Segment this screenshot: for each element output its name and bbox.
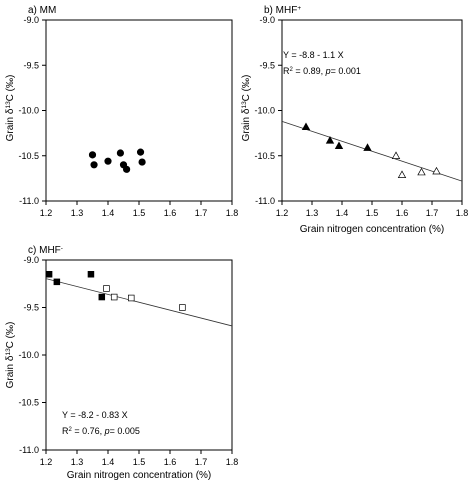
x-tick-label: 1.6	[164, 208, 177, 218]
x-tick-label: 1.6	[396, 208, 409, 218]
regression-line	[45, 278, 233, 327]
data-point	[397, 170, 407, 178]
x-tick-label: 1.3	[306, 208, 319, 218]
annotation: R2 = 0.89, p= 0.001	[283, 66, 361, 76]
data-point	[103, 285, 110, 292]
y-tick-label: -10.0	[18, 350, 39, 360]
y-tick-label: -9.0	[23, 15, 39, 25]
x-tick-label: 1.2	[40, 208, 53, 218]
x-tick-label: 1.8	[456, 208, 469, 218]
annotation: Y = -8.8 - 1.1 X	[283, 50, 344, 60]
x-tick-label: 1.2	[276, 208, 289, 218]
x-tick-label: 1.7	[195, 208, 208, 218]
x-axis-label: Grain nitrogen concentration (%)	[300, 224, 445, 235]
data-point	[138, 158, 146, 166]
panel-a: 1.2 1.3 1.4 1.5 1.6 1.7 1.8 -9.0 -9.5 -10.0 -10.5 -…	[5, 5, 239, 218]
y-tick-label: -9.5	[23, 303, 39, 313]
x-tick-label: 1.5	[366, 208, 379, 218]
plot-frame	[45, 19, 233, 202]
x-tick-label: 1.2	[40, 457, 53, 467]
data-point	[301, 122, 311, 131]
data-point	[98, 293, 106, 301]
data-point	[53, 278, 61, 286]
panel-label: c) MHF-	[28, 245, 63, 257]
data-point	[123, 165, 131, 173]
y-tick-label: -10.5	[18, 398, 39, 408]
data-point	[116, 149, 125, 157]
x-tick-label: 1.8	[226, 457, 239, 467]
data-point	[45, 271, 53, 278]
data-point	[363, 143, 372, 151]
x-tick-label: 1.3	[71, 208, 84, 218]
x-tick-label: 1.6	[164, 457, 177, 467]
data-point	[391, 151, 401, 159]
y-tick-label: -10.5	[18, 151, 39, 161]
panel-label: a) MM	[28, 5, 56, 16]
x-tick-label: 1.3	[71, 457, 84, 467]
data-point	[104, 157, 112, 165]
data-point	[88, 151, 97, 159]
annotation: Y = -8.2 - 0.83 X	[62, 410, 128, 420]
x-tick-label: 1.5	[133, 208, 146, 218]
panel-c: 1.2 1.3 1.4 1.5 1.6 1.7 1.8 -9.0 -9.5 -10.0 -10.5 -…	[5, 245, 239, 482]
data-point	[90, 161, 98, 169]
x-tick-label: 1.4	[102, 457, 115, 467]
panel-label: b) MHF+	[264, 5, 301, 17]
data-point	[334, 141, 344, 150]
y-tick-label: -11.0	[255, 196, 275, 206]
y-tick-label: -9.0	[23, 255, 39, 265]
y-axis-label: Grain δ13C (‰)	[5, 75, 17, 142]
data-point	[432, 166, 441, 175]
annotation: R2 = 0.76, p= 0.005	[62, 426, 140, 436]
data-point	[179, 304, 186, 311]
y-tick-label: -9.5	[23, 60, 39, 70]
regression-line	[281, 120, 463, 182]
x-tick-label: 1.5	[133, 457, 146, 467]
y-tick-label: -11.0	[19, 445, 39, 455]
x-tick-label: 1.7	[195, 457, 208, 467]
y-tick-label: -10.5	[254, 151, 275, 161]
x-axis-label: Grain nitrogen concentration (%)	[67, 470, 212, 481]
x-tick-label: 1.7	[426, 208, 439, 218]
data-point	[325, 136, 335, 144]
x-tick-label: 1.4	[336, 208, 349, 218]
data-point	[128, 294, 135, 302]
x-tick-label: 1.4	[102, 208, 115, 218]
data-point	[87, 271, 95, 278]
data-point	[136, 148, 145, 156]
data-point	[417, 167, 426, 176]
x-tick-label: 1.8	[226, 208, 239, 218]
y-axis-label: Grain δ13C (‰)	[241, 75, 253, 142]
y-tick-label: -9.5	[259, 60, 275, 70]
y-tick-label: -10.0	[254, 106, 275, 116]
y-axis-label: Grain δ13C (‰)	[5, 322, 17, 389]
y-tick-label: -10.0	[18, 106, 39, 116]
plot-frame	[45, 259, 233, 451]
data-point	[110, 293, 118, 301]
y-tick-label: -9.0	[259, 15, 275, 25]
panel-b: 1.2 1.3 1.4 1.5 1.6 1.7 1.8 -9.0 -9.5 -10.0 -10.5 -…	[241, 5, 469, 236]
y-tick-label: -11.0	[19, 196, 39, 206]
